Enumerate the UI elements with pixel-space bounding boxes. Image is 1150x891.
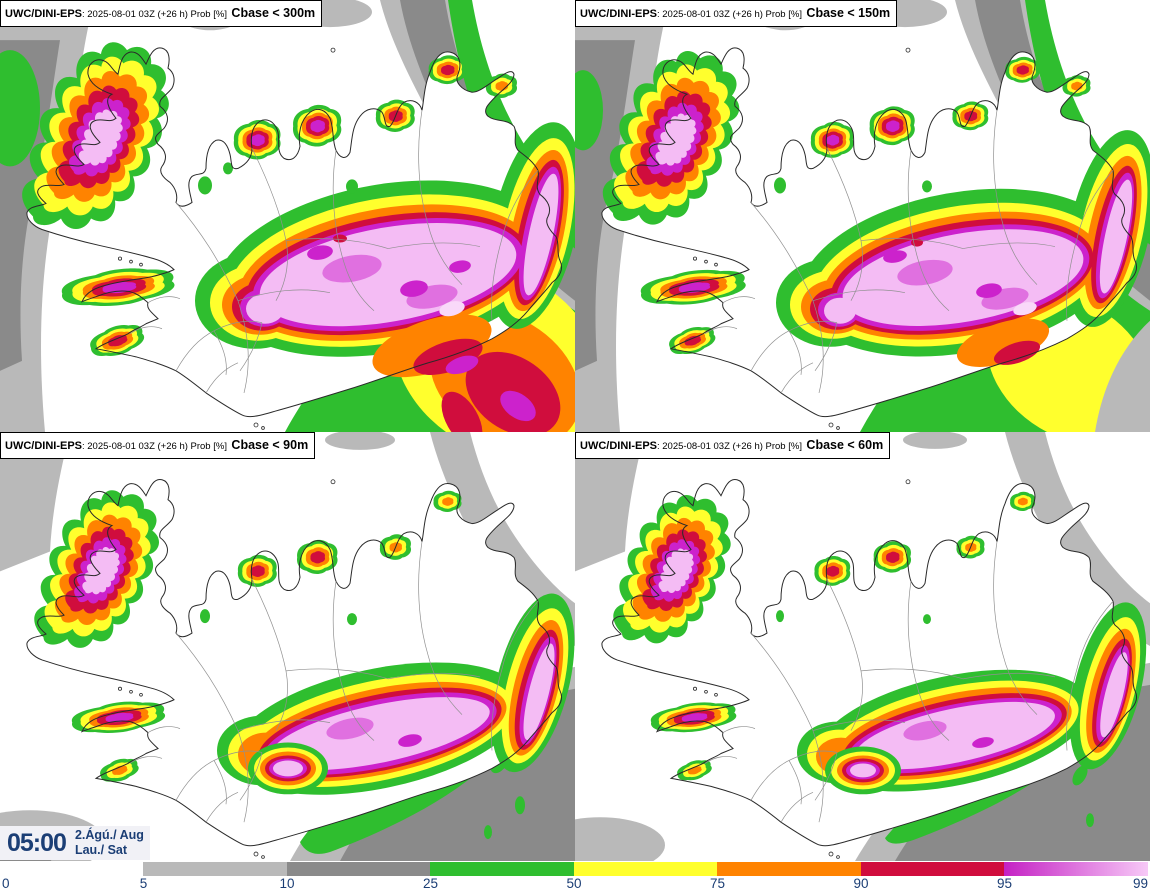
legend-segment [717,862,861,876]
probability-legend: 0 5 10 25 50 75 90 95 99 [0,861,1150,891]
valid-time: 05:00 [7,828,67,857]
legend-tick: 5 [139,876,148,891]
panel-title-90m: UWC/DINI-EPS: 2025-08-01 03Z (+26 h) Pro… [0,432,316,459]
legend-ticks: 0 5 10 25 50 75 90 95 99 [0,876,1150,891]
panel-grid: UWC/DINI-EPS: 2025-08-01 03Z (+26 h) Pro… [0,0,1150,861]
legend-segment [573,862,718,876]
legend-tick: 75 [709,876,726,891]
model-name: UWC/DINI-EPS [580,440,657,452]
legend-segment [430,862,574,876]
panel-title-150m: UWC/DINI-EPS: 2025-08-01 03Z (+26 h) Pro… [575,0,898,27]
model-name: UWC/DINI-EPS [580,8,657,20]
legend-colorbar [143,862,1149,876]
land-probability-field [22,42,575,378]
legend-tick: 50 [566,876,582,891]
run-info: : 2025-08-01 03Z (+26 h) Prob [%] [82,441,227,452]
panel-cbase-150m: UWC/DINI-EPS: 2025-08-01 03Z (+26 h) Pro… [575,0,1150,432]
valid-time-box: 05:00 2.Ágú./ Aug Lau./ Sat [0,826,150,860]
legend-tick: 10 [279,876,295,891]
legend-segment [860,862,1005,876]
land-probability-field [613,492,1147,795]
legend-tick: 25 [422,876,439,891]
legend-segment [286,862,431,876]
threshold-label: Cbase < 60m [806,438,884,452]
threshold-label: Cbase < 150m [806,6,891,20]
valid-date-line1: 2.Ágú./ Aug [74,828,144,842]
valid-date: 2.Ágú./ Aug Lau./ Sat [75,828,144,858]
panel-cbase-90m: UWC/DINI-EPS: 2025-08-01 03Z (+26 h) Pro… [0,432,575,861]
map-cbase-300m [0,0,575,432]
panel-cbase-300m: UWC/DINI-EPS: 2025-08-01 03Z (+26 h) Pro… [0,0,575,432]
legend-tick: 90 [853,876,869,891]
map-cbase-60m [575,432,1150,861]
legend-tick: 0 [2,876,10,891]
legend-tick: 99 [1132,876,1148,891]
run-info: : 2025-08-01 03Z (+26 h) Prob [%] [82,9,227,20]
run-info: : 2025-08-01 03Z (+26 h) Prob [%] [657,441,802,452]
threshold-label: Cbase < 300m [231,6,316,20]
legend-segment [143,862,287,876]
panel-title-300m: UWC/DINI-EPS: 2025-08-01 03Z (+26 h) Pro… [0,0,323,27]
model-name: UWC/DINI-EPS [5,440,82,452]
land-probability-field [603,51,1150,367]
threshold-label: Cbase < 90m [231,438,309,452]
legend-segment [1004,862,1149,876]
map-cbase-150m [575,0,1150,432]
model-name: UWC/DINI-EPS [5,8,82,20]
run-info: : 2025-08-01 03Z (+26 h) Prob [%] [657,9,802,20]
map-cbase-90m [0,432,575,861]
land-probability-field [34,490,575,795]
panel-cbase-60m: UWC/DINI-EPS: 2025-08-01 03Z (+26 h) Pro… [575,432,1150,861]
legend-tick: 95 [996,876,1013,891]
valid-date-line2: Lau./ Sat [74,843,128,857]
panel-title-60m: UWC/DINI-EPS: 2025-08-01 03Z (+26 h) Pro… [575,432,891,459]
